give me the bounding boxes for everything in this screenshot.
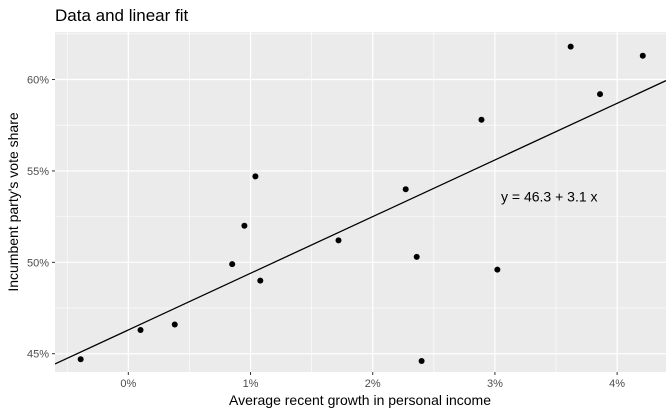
data-point bbox=[597, 91, 604, 98]
y-tick-label: 55% bbox=[27, 166, 49, 178]
data-point bbox=[171, 321, 178, 328]
x-tick-label: 0% bbox=[120, 378, 136, 390]
data-points bbox=[77, 43, 646, 365]
data-point bbox=[418, 358, 425, 365]
data-point bbox=[257, 277, 264, 284]
data-point bbox=[639, 52, 646, 59]
grid-lines bbox=[55, 32, 666, 372]
data-point bbox=[402, 186, 409, 193]
data-point bbox=[567, 43, 574, 50]
y-axis-title: Incumbent party's vote share bbox=[5, 112, 21, 292]
data-point bbox=[252, 173, 259, 180]
data-point bbox=[494, 266, 501, 273]
x-tick-label: 1% bbox=[243, 378, 259, 390]
fit-equation-annotation: y = 46.3 + 3.1 x bbox=[501, 189, 598, 205]
data-point bbox=[241, 222, 248, 229]
x-axis-title: Average recent growth in personal income bbox=[229, 392, 491, 408]
data-point bbox=[137, 326, 144, 333]
y-tick-label: 50% bbox=[27, 257, 49, 269]
x-tick-label: 3% bbox=[487, 378, 503, 390]
y-tick-label: 60% bbox=[27, 75, 49, 87]
data-point bbox=[77, 356, 84, 363]
data-point bbox=[478, 116, 485, 123]
x-axis-ticks: 0% 1% 2% 3% 4% bbox=[120, 372, 625, 390]
data-point bbox=[413, 253, 420, 260]
chart-title: Data and linear fit bbox=[55, 6, 189, 25]
x-tick-label: 4% bbox=[609, 378, 625, 390]
x-tick-label: 2% bbox=[365, 378, 381, 390]
y-tick-label: 45% bbox=[27, 349, 49, 361]
y-axis-ticks: 45% 50% 55% 60% bbox=[27, 75, 55, 361]
fit-line-group bbox=[55, 80, 666, 365]
fit-line bbox=[55, 80, 666, 365]
plot-panel bbox=[55, 32, 666, 372]
data-point bbox=[229, 261, 236, 268]
data-point bbox=[335, 237, 342, 244]
